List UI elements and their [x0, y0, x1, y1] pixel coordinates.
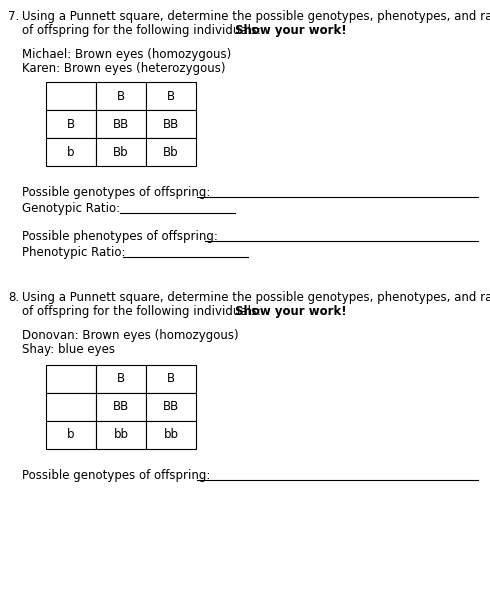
Text: b: b — [67, 428, 75, 441]
Bar — [46, 365, 96, 393]
Bar — [146, 138, 196, 166]
Text: Shay: blue eyes: Shay: blue eyes — [22, 343, 115, 356]
Bar — [146, 110, 196, 138]
Text: BB: BB — [163, 117, 179, 130]
Bar — [146, 365, 196, 393]
Text: Michael: Brown eyes (homozygous): Michael: Brown eyes (homozygous) — [22, 48, 231, 61]
Text: B: B — [67, 117, 75, 130]
Bar — [46, 393, 96, 421]
Text: Karen: Brown eyes (heterozygous): Karen: Brown eyes (heterozygous) — [22, 62, 225, 75]
Text: 8.: 8. — [8, 291, 19, 304]
Text: B: B — [167, 90, 175, 103]
Text: Using a Punnett square, determine the possible genotypes, phenotypes, and ratios: Using a Punnett square, determine the po… — [22, 291, 490, 304]
Text: Genotypic Ratio:: Genotypic Ratio: — [22, 202, 120, 215]
Bar — [96, 421, 146, 449]
Text: Show your work!: Show your work! — [235, 305, 346, 318]
Bar — [146, 421, 196, 449]
Text: Donovan: Brown eyes (homozygous): Donovan: Brown eyes (homozygous) — [22, 329, 239, 342]
Text: Possible genotypes of offspring:: Possible genotypes of offspring: — [22, 469, 210, 482]
Text: bb: bb — [164, 428, 178, 441]
Text: Bb: Bb — [113, 146, 129, 159]
Text: B: B — [167, 372, 175, 385]
Text: BB: BB — [113, 401, 129, 414]
Bar — [96, 365, 146, 393]
Bar — [96, 82, 146, 110]
Text: Bb: Bb — [163, 146, 179, 159]
Text: Possible genotypes of offspring:: Possible genotypes of offspring: — [22, 186, 210, 199]
Text: of offspring for the following individuals:: of offspring for the following individua… — [22, 24, 265, 37]
Bar — [46, 82, 96, 110]
Bar — [96, 393, 146, 421]
Text: Using a Punnett square, determine the possible genotypes, phenotypes, and ratios: Using a Punnett square, determine the po… — [22, 10, 490, 23]
Bar — [46, 110, 96, 138]
Text: BB: BB — [163, 401, 179, 414]
Bar — [46, 421, 96, 449]
Text: Possible phenotypes of offspring:: Possible phenotypes of offspring: — [22, 230, 218, 243]
Text: Show your work!: Show your work! — [235, 24, 346, 37]
Text: B: B — [117, 90, 125, 103]
Bar — [96, 138, 146, 166]
Text: B: B — [117, 372, 125, 385]
Bar — [146, 82, 196, 110]
Text: bb: bb — [114, 428, 128, 441]
Text: BB: BB — [113, 117, 129, 130]
Bar — [46, 138, 96, 166]
Text: b: b — [67, 146, 75, 159]
Text: Phenotypic Ratio:: Phenotypic Ratio: — [22, 246, 125, 259]
Text: of offspring for the following individuals:: of offspring for the following individua… — [22, 305, 265, 318]
Bar — [146, 393, 196, 421]
Bar — [96, 110, 146, 138]
Text: 7.: 7. — [8, 10, 19, 23]
